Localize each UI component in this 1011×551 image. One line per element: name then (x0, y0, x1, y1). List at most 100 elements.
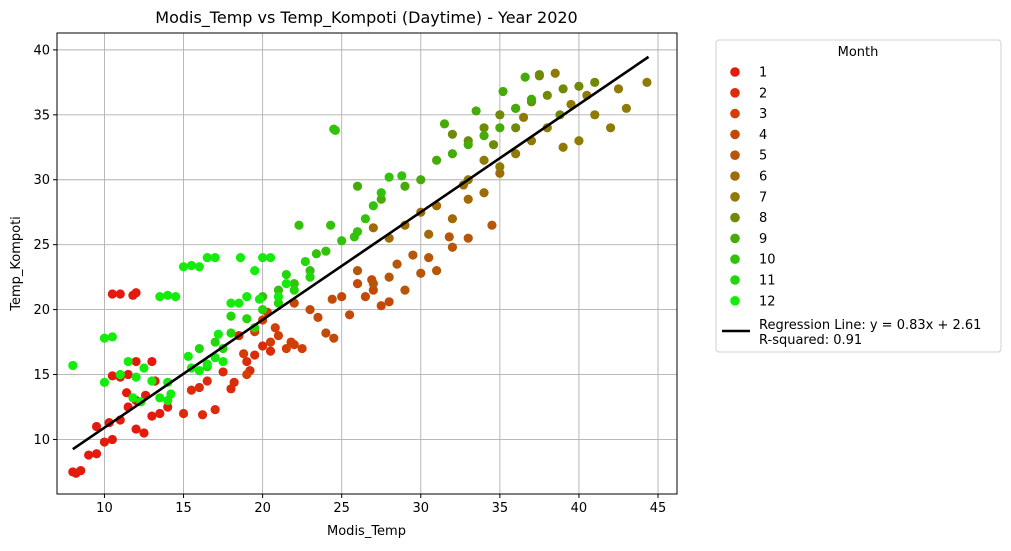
legend-marker-month-12 (730, 296, 740, 306)
data-point-month-3 (242, 369, 252, 380)
data-point-month-9 (526, 94, 537, 104)
legend-marker-month-3 (730, 108, 740, 119)
data-point-month-11 (242, 314, 252, 324)
data-point-month-12 (155, 292, 165, 302)
plot-area-frame (56, 32, 678, 495)
data-point-month-6 (368, 223, 378, 233)
data-point-month-12 (250, 266, 260, 276)
legend-marker-month-6 (730, 171, 740, 181)
data-point-month-2 (186, 385, 197, 395)
data-point-month-5 (416, 268, 426, 278)
data-point-month-9 (471, 106, 481, 116)
data-point-month-1 (139, 428, 149, 438)
regression-line-group (72, 55, 650, 451)
data-point-month-12 (166, 389, 176, 399)
data-point-month-7 (590, 110, 600, 120)
data-point-month-6 (463, 194, 473, 204)
legend-frame (715, 39, 1002, 353)
data-point-month-12 (226, 298, 236, 308)
legend-label-month-9: 9 (759, 232, 767, 247)
data-point-month-10 (337, 236, 347, 246)
y-tick-label: 35 (33, 108, 50, 123)
legend-marker-month-2 (730, 88, 740, 98)
data-point-month-9 (376, 194, 386, 204)
data-point-month-12 (194, 262, 204, 272)
data-point-month-1 (155, 408, 165, 419)
data-point-month-6 (495, 168, 505, 178)
x-tick-label: 20 (254, 501, 271, 516)
data-point-month-4 (329, 333, 339, 343)
data-point-month-12 (186, 260, 197, 271)
data-point-month-5 (400, 285, 410, 295)
data-point-month-10 (349, 232, 359, 242)
data-point-month-2 (250, 350, 260, 360)
data-point-month-12 (218, 356, 228, 367)
legend-marker-month-1 (730, 67, 740, 77)
data-point-month-1 (131, 356, 141, 367)
y-tick-label: 10 (33, 433, 50, 448)
data-point-month-12 (265, 253, 276, 263)
data-point-month-9 (520, 72, 530, 82)
data-point-month-8 (511, 123, 521, 133)
data-point-month-9 (479, 130, 489, 141)
data-point-month-5 (447, 242, 458, 252)
legend-label-month-2: 2 (759, 86, 767, 101)
data-point-month-1 (121, 388, 132, 398)
legend-marker-month-11 (730, 275, 740, 285)
data-point-month-7 (518, 112, 529, 123)
data-point-month-3 (297, 343, 307, 354)
legend-marker-month-8 (730, 212, 740, 223)
legend-label-month-1: 1 (759, 66, 767, 81)
gridlines (57, 33, 677, 494)
legend-label-month-7: 7 (759, 190, 767, 205)
data-point-month-1 (107, 434, 117, 445)
data-point-month-12 (210, 253, 220, 263)
data-point-month-1 (107, 371, 117, 381)
data-point-month-1 (76, 466, 86, 476)
data-point-month-11 (194, 343, 204, 354)
y-tick-label: 25 (33, 238, 50, 253)
data-point-month-3 (239, 349, 249, 359)
x-tick-label: 15 (175, 501, 192, 516)
data-point-month-10 (330, 125, 340, 135)
data-point-month-7 (613, 84, 624, 94)
data-point-month-12 (139, 363, 149, 373)
data-point-month-11 (258, 305, 268, 315)
legend-label-month-6: 6 (759, 170, 767, 185)
data-point-month-9 (352, 181, 363, 191)
data-point-month-12 (99, 333, 110, 343)
data-point-month-11 (300, 256, 310, 267)
data-point-month-12 (163, 290, 173, 300)
data-point-month-5 (487, 220, 497, 230)
data-point-month-12 (281, 279, 291, 289)
data-point-month-1 (147, 356, 157, 367)
data-point-month-12 (147, 376, 157, 386)
data-point-month-10 (273, 285, 284, 295)
data-point-month-4 (384, 297, 394, 307)
legend-marker-month-5 (730, 150, 740, 160)
data-point-month-8 (590, 77, 600, 87)
y-tick-label: 15 (33, 368, 50, 383)
data-point-month-8 (495, 110, 505, 120)
data-point-month-11 (273, 298, 284, 308)
x-axis-label: Modis_Temp (327, 524, 406, 539)
data-point-month-2 (218, 367, 228, 377)
data-point-month-7 (574, 136, 584, 146)
data-point-month-12 (254, 294, 265, 304)
data-point-month-11 (226, 311, 236, 321)
data-point-month-12 (99, 377, 110, 387)
data-point-month-4 (352, 279, 363, 289)
data-point-month-3 (273, 330, 284, 341)
data-point-month-12 (183, 351, 193, 361)
data-point-month-1 (163, 402, 173, 412)
data-point-month-2 (178, 408, 189, 419)
data-point-month-10 (368, 201, 378, 211)
y-tick-label: 30 (33, 173, 50, 188)
data-point-month-2 (258, 341, 268, 351)
legend-label-month-8: 8 (759, 211, 767, 226)
data-point-month-11 (305, 272, 315, 282)
data-point-month-1 (107, 289, 117, 299)
x-tick-label: 10 (96, 501, 113, 516)
